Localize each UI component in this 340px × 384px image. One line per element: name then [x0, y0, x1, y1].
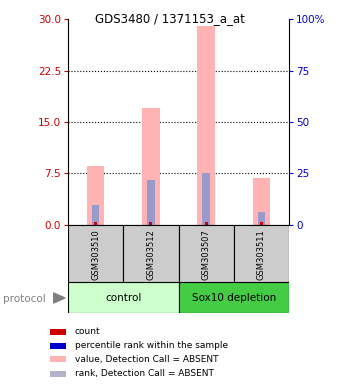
Polygon shape: [53, 293, 65, 303]
Text: protocol: protocol: [3, 294, 46, 304]
Text: rank, Detection Call = ABSENT: rank, Detection Call = ABSENT: [75, 369, 214, 378]
Bar: [68, 282, 178, 313]
Bar: [258, 212, 265, 225]
Bar: [178, 282, 289, 313]
Bar: [123, 225, 178, 282]
Bar: [50, 329, 66, 335]
Text: percentile rank within the sample: percentile rank within the sample: [75, 341, 228, 350]
Bar: [197, 26, 215, 225]
Text: Sox10 depletion: Sox10 depletion: [192, 293, 276, 303]
Bar: [50, 371, 66, 377]
Bar: [234, 225, 289, 282]
Bar: [202, 173, 210, 225]
Text: GSM303512: GSM303512: [147, 229, 155, 280]
Text: count: count: [75, 328, 100, 336]
Bar: [147, 180, 155, 225]
Text: GSM303507: GSM303507: [202, 229, 210, 280]
Text: GSM303511: GSM303511: [257, 229, 266, 280]
Bar: [68, 225, 123, 282]
Bar: [150, 222, 152, 225]
Text: value, Detection Call = ABSENT: value, Detection Call = ABSENT: [75, 355, 218, 364]
Bar: [92, 205, 99, 225]
Bar: [50, 356, 66, 362]
Text: GDS3480 / 1371153_a_at: GDS3480 / 1371153_a_at: [95, 12, 245, 25]
Bar: [205, 222, 207, 225]
Bar: [178, 225, 234, 282]
Bar: [94, 222, 97, 225]
Text: GSM303510: GSM303510: [91, 229, 100, 280]
Bar: [87, 166, 104, 225]
Bar: [50, 343, 66, 349]
Bar: [142, 108, 160, 225]
Bar: [260, 222, 263, 225]
Text: control: control: [105, 293, 141, 303]
Bar: [253, 178, 270, 225]
